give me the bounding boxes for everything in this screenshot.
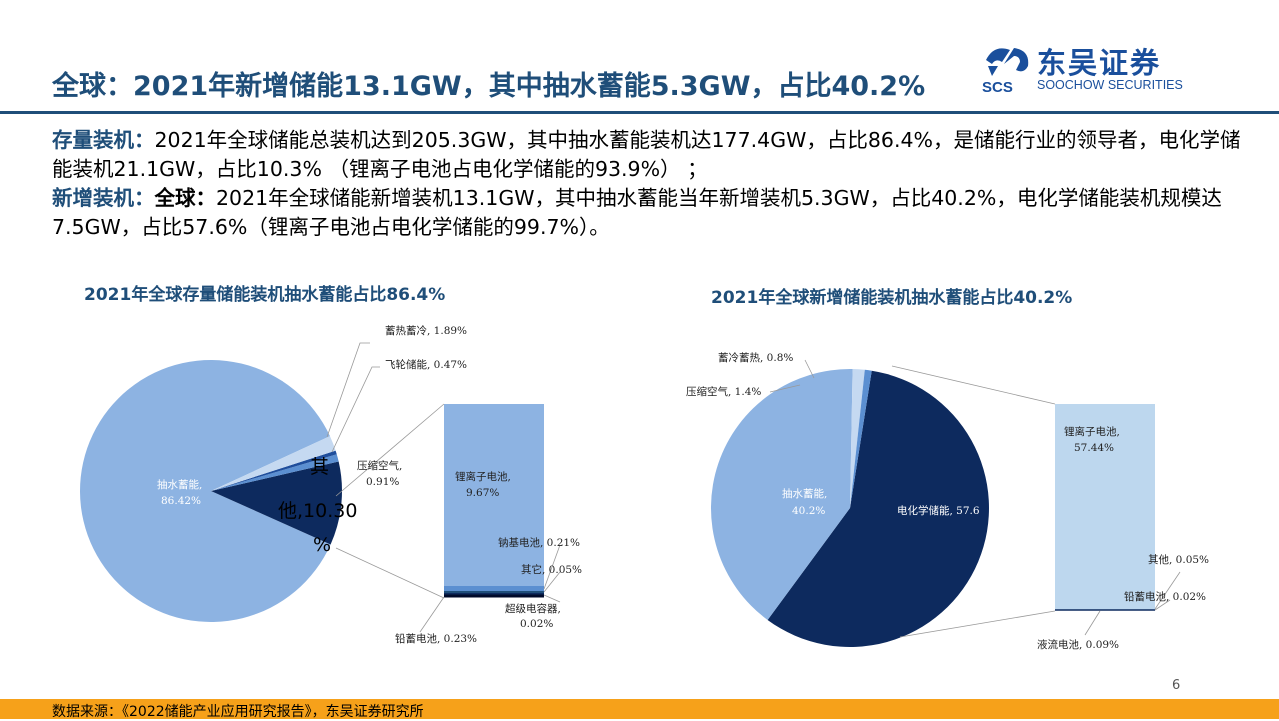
slice-thermal (211, 436, 336, 491)
label-lithium-new: 锂离子电池, (1064, 425, 1120, 438)
label-lead: 铅蓄电池, 0.23% (395, 632, 477, 645)
leader-compressed-air-new (769, 384, 801, 393)
label-compressed-air-pct: 0.91% (366, 476, 399, 488)
leader-lead-new (1154, 599, 1171, 611)
stock-label: 存量装机： (52, 128, 155, 152)
label-pumped-hydro-new-pct: 40.2% (792, 505, 825, 517)
data-source: 数据来源：《2022储能产业应用研究报告》，东吴证券研究所 (52, 704, 424, 720)
slice-other (211, 461, 343, 545)
bar-lead (444, 594, 544, 598)
page-title: 全球：2021年新增储能13.1GW，其中抽水蓄能5.3GW，占比40.2% (52, 71, 926, 102)
label-pumped-hydro-pct: 86.42% (161, 495, 201, 507)
slice-pumped-hydro-new (710, 368, 853, 620)
label-other-new: 其他, 0.05% (1148, 553, 1209, 566)
chart1-title: 2021年全球存量储能装机抽水蓄能占比86.4% (84, 284, 445, 305)
bar-supercap (444, 593, 544, 595)
slice-pumped-hydro (79, 360, 331, 623)
footer-bar (0, 699, 1279, 719)
label-other-line1: 其 (310, 456, 329, 478)
label-pumped-hydro-new: 抽水蓄能, (782, 487, 827, 500)
label-lead-new: 铅蓄电池, 0.02% (1124, 590, 1206, 603)
label-flywheel: 飞轮储能, 0.47% (385, 358, 467, 371)
logo-chinese-name: 东吴证券 (1037, 46, 1162, 80)
label-others: 其它, 0.05% (521, 563, 582, 576)
slice-flywheel (211, 450, 337, 491)
label-lithium-new-pct: 57.44% (1074, 442, 1114, 454)
bar-lithium-new (1055, 404, 1155, 610)
bar-lithium (444, 404, 544, 586)
bar-connector-top (335, 403, 445, 497)
new-text: 2021年全球储能新增装机13.1GW，其中抽水蓄能当年新增装机5.3GW，占比… (52, 186, 1222, 239)
new-label: 新增装机： (52, 186, 155, 210)
slice-compressed-air (211, 454, 339, 491)
page-number: 6 (1172, 678, 1181, 693)
bar2-connector-bottom (899, 610, 1056, 638)
label-cold-thermal: 蓄冷蓄热, 0.8% (718, 351, 793, 364)
bar-other (444, 591, 544, 593)
scs-logo-icon: SCS (982, 48, 1029, 96)
label-compressed-air-new: 压缩空气, 1.4% (686, 385, 761, 398)
company-logo: SCS 东吴证券 SOOCHOW SECURITIES (980, 40, 1210, 100)
leader-sodium (543, 544, 561, 590)
leader-other-new (1154, 571, 1181, 610)
label-supercap-pct: 0.02% (520, 618, 553, 630)
bar-sodium (444, 586, 544, 591)
label-compressed-air: 压缩空气, (357, 459, 402, 472)
title-divider (0, 111, 1279, 114)
chart2-title: 2021年全球新增储能装机抽水蓄能占比40.2% (711, 287, 1072, 308)
leader-others (543, 571, 561, 593)
leader-flow (1084, 610, 1101, 636)
label-sodium: 钠基电池, 0.21% (498, 536, 580, 549)
label-lithium: 锂离子电池, (455, 470, 511, 483)
chart-stock: 2021年全球存量储能装机抽水蓄能占比86.4% 抽水蓄能, 86.42% 蓄热… (79, 284, 582, 645)
stock-text: 2021年全球储能总装机达到205.3GW，其中抽水蓄能装机达177.4GW，占… (52, 128, 1241, 181)
label-electrochemical: 电化学储能, 57.6 (897, 504, 980, 517)
label-other-line3: % (313, 534, 331, 556)
leader-flywheel (331, 366, 380, 453)
bar-connector-bottom (335, 547, 445, 599)
global-label: 全球： (154, 186, 217, 210)
label-flow: 液流电池, 0.09% (1037, 638, 1119, 651)
slice-cold-thermal (850, 369, 872, 508)
label-other-line2: 他,10.30 (278, 500, 357, 522)
slice-compressed-air-new (850, 369, 865, 508)
logo-english-name: SOOCHOW SECURITIES (1037, 78, 1183, 92)
leader-thermal (326, 342, 370, 438)
bar2-connector-top (891, 365, 1056, 405)
logo-mark-text: SCS (982, 79, 1013, 96)
label-pumped-hydro: 抽水蓄能, (157, 478, 202, 491)
chart-new: 2021年全球新增储能装机抽水蓄能占比40.2% 蓄冷蓄热, 0.8% 压缩空气… (686, 287, 1209, 651)
label-supercap: 超级电容器, (505, 602, 561, 615)
leader-supercap (543, 594, 561, 603)
leader-cold-thermal (804, 359, 815, 379)
leader-lead (419, 596, 445, 633)
label-thermal: 蓄热蓄冷, 1.89% (385, 324, 467, 337)
body-paragraph: 存量装机：2021年全球储能总装机达到205.3GW，其中抽水蓄能装机达177.… (52, 126, 1242, 242)
label-lithium-pct: 9.67% (466, 487, 499, 499)
slice-electrochemical (767, 370, 989, 647)
